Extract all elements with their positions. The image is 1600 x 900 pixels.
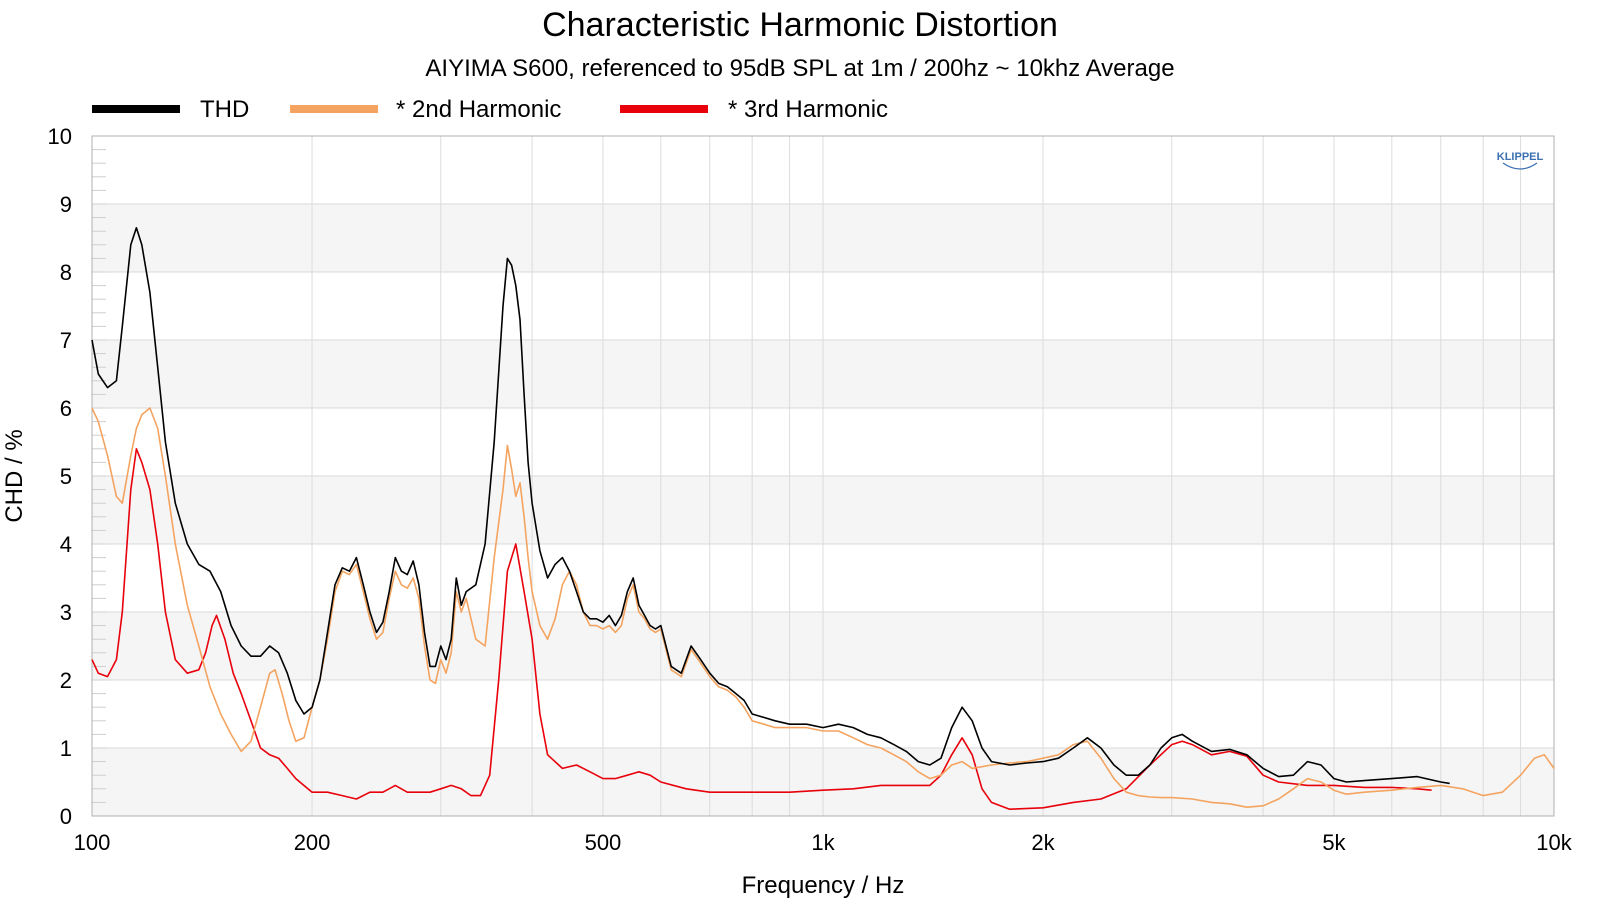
- watermark-logo: KLIPPEL: [1497, 151, 1544, 170]
- y-tick-label: 9: [60, 192, 72, 217]
- y-tick-label: 8: [60, 260, 72, 285]
- x-axis-ticks: 100 200 500 1k 2k 5k 10k: [74, 830, 1573, 855]
- series-line-3rd-harmonic: [91, 448, 1432, 810]
- legend-label-thd: THD: [200, 96, 249, 123]
- y-tick-label: 10: [48, 124, 72, 149]
- klippel-logo-text: KLIPPEL: [1497, 151, 1544, 163]
- legend-label-2nd-harmonic: * 2nd Harmonic: [396, 96, 561, 123]
- x-tick-label: 100: [74, 830, 111, 855]
- y-tick-label: 7: [60, 328, 72, 353]
- y-tick-label: 5: [60, 464, 72, 489]
- series-line-thd: [91, 227, 1450, 785]
- y-tick-label: 2: [60, 668, 72, 693]
- x-tick-label: 1k: [811, 830, 835, 855]
- plot-frame: [91, 135, 1555, 817]
- chart-subtitle: AIYIMA S600, referenced to 95dB SPL at 1…: [425, 55, 1174, 82]
- logo-arc-icon: [1502, 162, 1538, 170]
- x-tick-label: 500: [585, 830, 622, 855]
- chart-title: Characteristic Harmonic Distortion: [542, 6, 1058, 44]
- y-axis-ticks: 0 1 2 3 4 5 6 7 8 9 10: [48, 124, 72, 829]
- x-axis-label: Frequency / Hz: [742, 872, 905, 899]
- y-tick-label: 4: [60, 532, 72, 557]
- legend-label-3rd-harmonic: * 3rd Harmonic: [728, 96, 888, 123]
- x-tick-label: 2k: [1031, 830, 1055, 855]
- y-tick-label: 0: [60, 804, 72, 829]
- x-tick-label: 5k: [1322, 830, 1346, 855]
- series-line-2nd-harmonic: [91, 407, 1555, 808]
- series-lines: [91, 227, 1555, 810]
- legend: THD * 2nd Harmonic * 3rd Harmonic: [92, 96, 888, 123]
- y-axis-label: CHD / %: [1, 429, 28, 522]
- y-tick-label: 1: [60, 736, 72, 761]
- x-tick-label: 200: [294, 830, 331, 855]
- y-tick-label: 6: [60, 396, 72, 421]
- x-tick-label: 10k: [1536, 830, 1572, 855]
- y-tick-label: 3: [60, 600, 72, 625]
